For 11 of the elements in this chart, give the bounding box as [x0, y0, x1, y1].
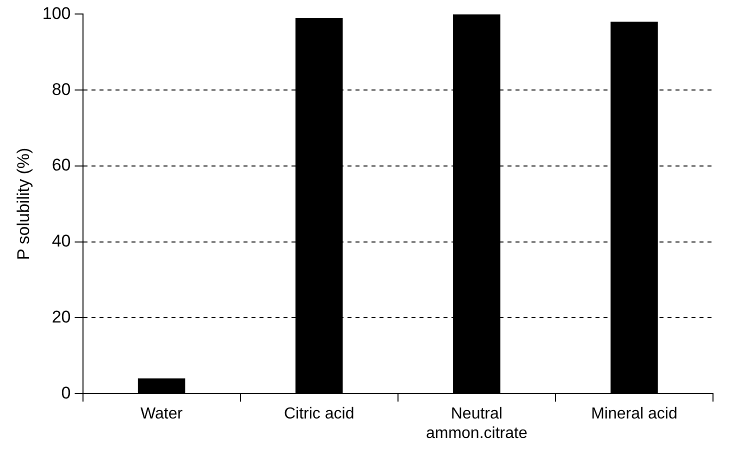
y-tick-label: 60 [52, 156, 71, 175]
y-tick-label: 80 [52, 80, 71, 99]
y-tick-label: 100 [42, 4, 71, 23]
y-axis-title: P solubility (%) [14, 148, 33, 260]
x-tick-label: Water [140, 406, 184, 423]
y-tick-label: 0 [61, 383, 71, 402]
y-tick-label: 40 [52, 232, 71, 251]
y-tick-label: 20 [52, 307, 71, 326]
x-tick-label: Mineral acid [591, 406, 678, 423]
x-tick-label: Neutral ammon.citrate [426, 406, 528, 442]
x-tick-label: Citric acid [284, 406, 354, 423]
